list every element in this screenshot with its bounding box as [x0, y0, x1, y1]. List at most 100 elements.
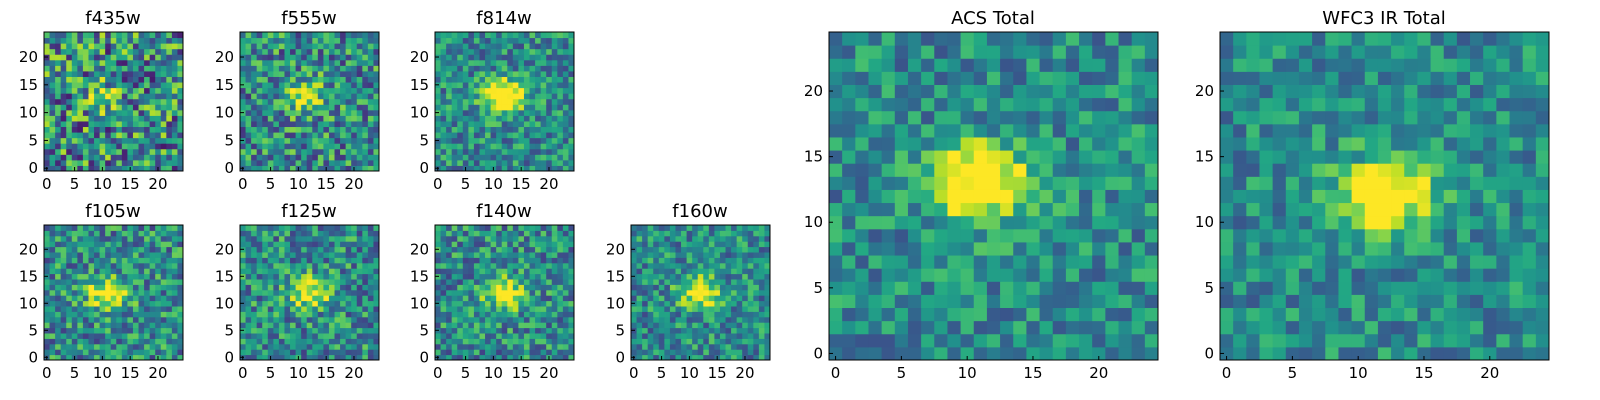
heatmap-cell	[273, 165, 280, 172]
heatmap-cell	[557, 354, 564, 361]
heatmap-cell	[490, 279, 497, 285]
heatmap-cell	[132, 235, 140, 242]
heatmap-cell	[49, 289, 56, 296]
heatmap-cell	[256, 284, 263, 291]
heatmap-cell	[986, 189, 1001, 204]
heatmap-cell	[267, 104, 274, 111]
heatmap-cell	[535, 273, 542, 280]
heatmap-cell	[116, 154, 123, 161]
heatmap-cell	[110, 154, 117, 161]
heatmap-cell	[273, 295, 280, 302]
heatmap-cell	[99, 241, 106, 248]
heatmap-cell	[653, 322, 660, 329]
heatmap-cell	[753, 300, 760, 307]
heatmap-cell	[256, 126, 263, 133]
heatmap-cell	[703, 262, 710, 269]
heatmap-cell	[345, 257, 352, 264]
y-tick-label: 0	[224, 159, 234, 177]
heatmap-cell	[557, 306, 564, 312]
heatmap-cell	[440, 143, 447, 150]
heatmap-cell	[251, 246, 258, 253]
heatmap-cell	[758, 316, 765, 323]
heatmap-cell	[697, 225, 704, 231]
heatmap-cell	[340, 32, 347, 39]
heatmap-cell	[1065, 268, 1080, 282]
heatmap-cell	[490, 241, 497, 248]
heatmap-cell	[675, 322, 682, 329]
heatmap-cell	[49, 82, 56, 89]
heatmap-cell	[669, 284, 676, 291]
heatmap-cell	[435, 65, 442, 72]
heatmap-cell	[144, 327, 151, 334]
heatmap-cell	[636, 295, 643, 302]
heatmap-cell	[568, 115, 575, 122]
heatmap-cell	[697, 289, 704, 296]
heatmap-cell	[306, 327, 313, 334]
heatmap-cell	[295, 132, 302, 139]
heatmap-cell	[317, 235, 324, 242]
heatmap-cell	[435, 306, 442, 312]
heatmap-cell	[77, 316, 84, 323]
heatmap-cell	[345, 120, 352, 128]
heatmap-cell	[116, 268, 123, 275]
heatmap-cell	[94, 311, 101, 318]
heatmap-cell	[312, 235, 319, 242]
heatmap-cell	[362, 235, 369, 242]
heatmap-cell	[451, 137, 458, 144]
heatmap-cell	[138, 252, 145, 258]
heatmap-cell	[66, 98, 73, 105]
heatmap-cell	[149, 354, 156, 361]
heatmap-cell	[273, 154, 280, 161]
heatmap-cell	[105, 349, 112, 356]
heatmap-cell	[171, 246, 178, 253]
heatmap-cell	[256, 316, 263, 323]
heatmap-cell	[94, 225, 101, 231]
heatmap-cell	[312, 279, 319, 285]
heatmap-cell	[256, 327, 263, 334]
heatmap-cell	[166, 143, 173, 150]
heatmap-cell	[736, 311, 743, 318]
heatmap-cell	[523, 82, 531, 89]
heatmap-cell	[49, 37, 56, 44]
heatmap-cell	[82, 104, 89, 111]
heatmap-cell	[49, 262, 56, 269]
heatmap-cell	[490, 43, 497, 50]
heatmap-cell	[546, 120, 553, 128]
heatmap-cell	[77, 241, 84, 248]
heatmap-cell	[742, 311, 749, 318]
heatmap-cell	[105, 230, 112, 237]
heatmap-cell	[132, 273, 140, 280]
heatmap-cell	[334, 93, 341, 100]
heatmap-cell	[356, 252, 363, 258]
heatmap-cell	[245, 322, 252, 329]
heatmap-cell	[435, 70, 442, 77]
heatmap-cell	[240, 268, 247, 275]
heatmap-cell	[55, 306, 62, 312]
heatmap-cell	[501, 289, 508, 296]
heatmap-cell	[160, 327, 167, 334]
heatmap-cell	[501, 225, 508, 231]
heatmap-cell	[99, 137, 106, 144]
heatmap-cell	[479, 246, 486, 253]
heatmap-cell	[669, 279, 676, 285]
heatmap-cell	[894, 176, 909, 190]
heatmap-cell	[149, 98, 156, 105]
heatmap-cell	[312, 273, 319, 280]
heatmap-cell	[295, 252, 302, 258]
heatmap-cell	[144, 76, 151, 83]
x-tick-label: 20	[148, 175, 167, 193]
heatmap-cell	[714, 306, 721, 312]
heatmap-cell	[144, 154, 151, 161]
heatmap-cell	[986, 163, 1001, 177]
heatmap-cell	[719, 230, 727, 237]
heatmap-cell	[934, 136, 948, 151]
heatmap-cell	[301, 257, 308, 264]
heatmap-cell	[894, 136, 909, 151]
heatmap-cell	[1105, 189, 1120, 204]
heatmap-cell	[708, 273, 715, 280]
heatmap-cell	[356, 284, 363, 291]
heatmap-cell	[462, 235, 469, 242]
heatmap-cell	[77, 295, 84, 302]
heatmap-cell	[479, 98, 486, 105]
heatmap-cell	[1026, 123, 1041, 138]
